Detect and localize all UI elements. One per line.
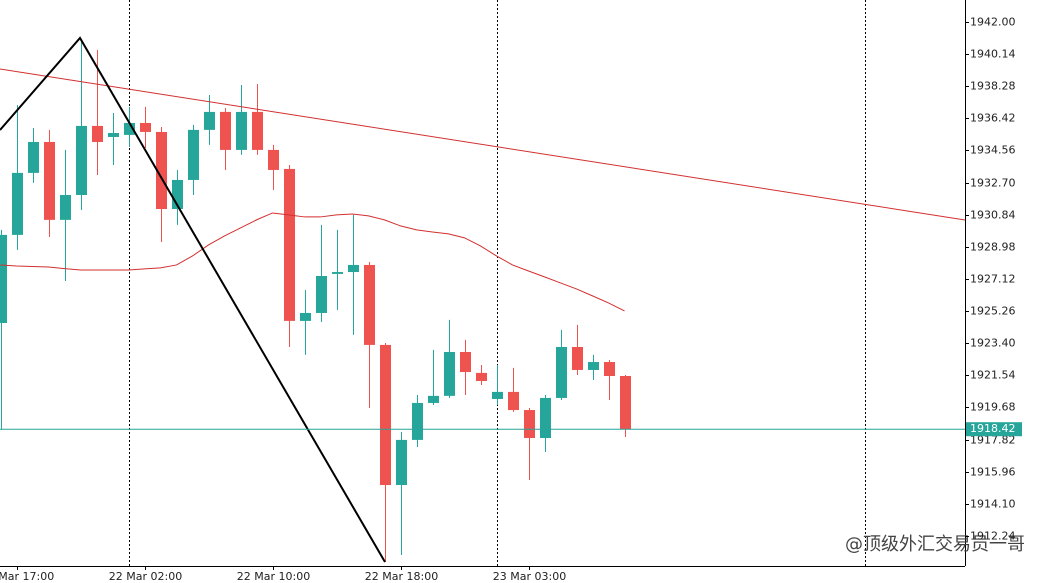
candle-body (252, 111, 263, 150)
candle-body (492, 391, 503, 399)
candle-body (380, 344, 391, 485)
x-tick-label: 22 Mar 18:00 (365, 570, 438, 583)
moving-average (0, 212, 625, 312)
candle-body (444, 352, 455, 396)
candle-body (156, 131, 167, 209)
candle-body (0, 234, 7, 323)
candle-body (412, 402, 423, 440)
candle-body (460, 352, 471, 373)
candle-body (220, 111, 231, 150)
candle-body (60, 194, 71, 220)
candle-body (332, 272, 343, 274)
y-tick-label: 1923.40 (970, 337, 1016, 350)
plot (0, 39, 631, 563)
candle-body (236, 111, 247, 150)
x-tick-label: 22 Mar 10:00 (237, 570, 310, 583)
y-tick-label: 1930.84 (970, 209, 1016, 222)
y-tick-label: 1928.98 (970, 241, 1016, 254)
y-tick-label: 1934.56 (970, 144, 1016, 157)
watermark: @顶级外汇交易员一哥 (845, 534, 1025, 555)
candle-body (476, 372, 487, 382)
trend-line (0, 68, 966, 221)
last-price-label: 1918.42 (970, 422, 1016, 435)
candle-body (300, 312, 311, 321)
candle-body (204, 111, 215, 130)
candle-body (556, 346, 567, 398)
y-tick-label: 1914.10 (970, 498, 1016, 511)
candle-body (108, 132, 119, 137)
candle-body (316, 276, 327, 313)
zigzag-line (0, 36, 386, 563)
candle-body (284, 168, 295, 321)
x-tick-label: 23 Mar 03:00 (493, 570, 566, 583)
y-tick-label: 1917.82 (970, 434, 1016, 447)
candle-body (508, 391, 519, 411)
y-tick-label: 1942.00 (970, 16, 1016, 29)
y-tick-label: 1919.68 (970, 401, 1016, 414)
y-tick-label: 1912.24 (970, 530, 1016, 543)
candle-body (588, 362, 599, 370)
candle-body (572, 346, 583, 370)
candle-body (188, 129, 199, 180)
y-tick-label: 1915.96 (970, 466, 1016, 479)
candle-body (604, 362, 615, 377)
candle-body (364, 264, 375, 345)
y-tick-label: 1932.70 (970, 177, 1016, 190)
y-tick-label: 1921.54 (970, 369, 1016, 382)
candle-body (28, 141, 39, 173)
candle-body (524, 410, 535, 439)
candle-body (124, 122, 135, 135)
candle-body (428, 395, 439, 403)
candle-body (76, 125, 87, 195)
x-tick-label: 21 Mar 17:00 (0, 570, 54, 583)
candle-body (268, 149, 279, 170)
candle-body (44, 141, 55, 220)
y-tick-label: 1938.28 (970, 80, 1016, 93)
y-tick-label: 1925.26 (970, 305, 1016, 318)
last-price-box (966, 422, 1022, 437)
y-tick-label: 1936.42 (970, 112, 1016, 125)
y-tick-label: 1927.12 (970, 273, 1016, 286)
candle-body (140, 122, 151, 132)
x-tick-label: 22 Mar 02:00 (109, 570, 182, 583)
candle-body (172, 179, 183, 209)
candle-body (348, 264, 359, 273)
candle-body (620, 376, 631, 430)
candle-body (12, 172, 23, 235)
candle-body (92, 125, 103, 142)
candle-body (396, 439, 407, 485)
y-tick-label: 1940.14 (970, 48, 1016, 61)
candle-body (540, 397, 551, 439)
